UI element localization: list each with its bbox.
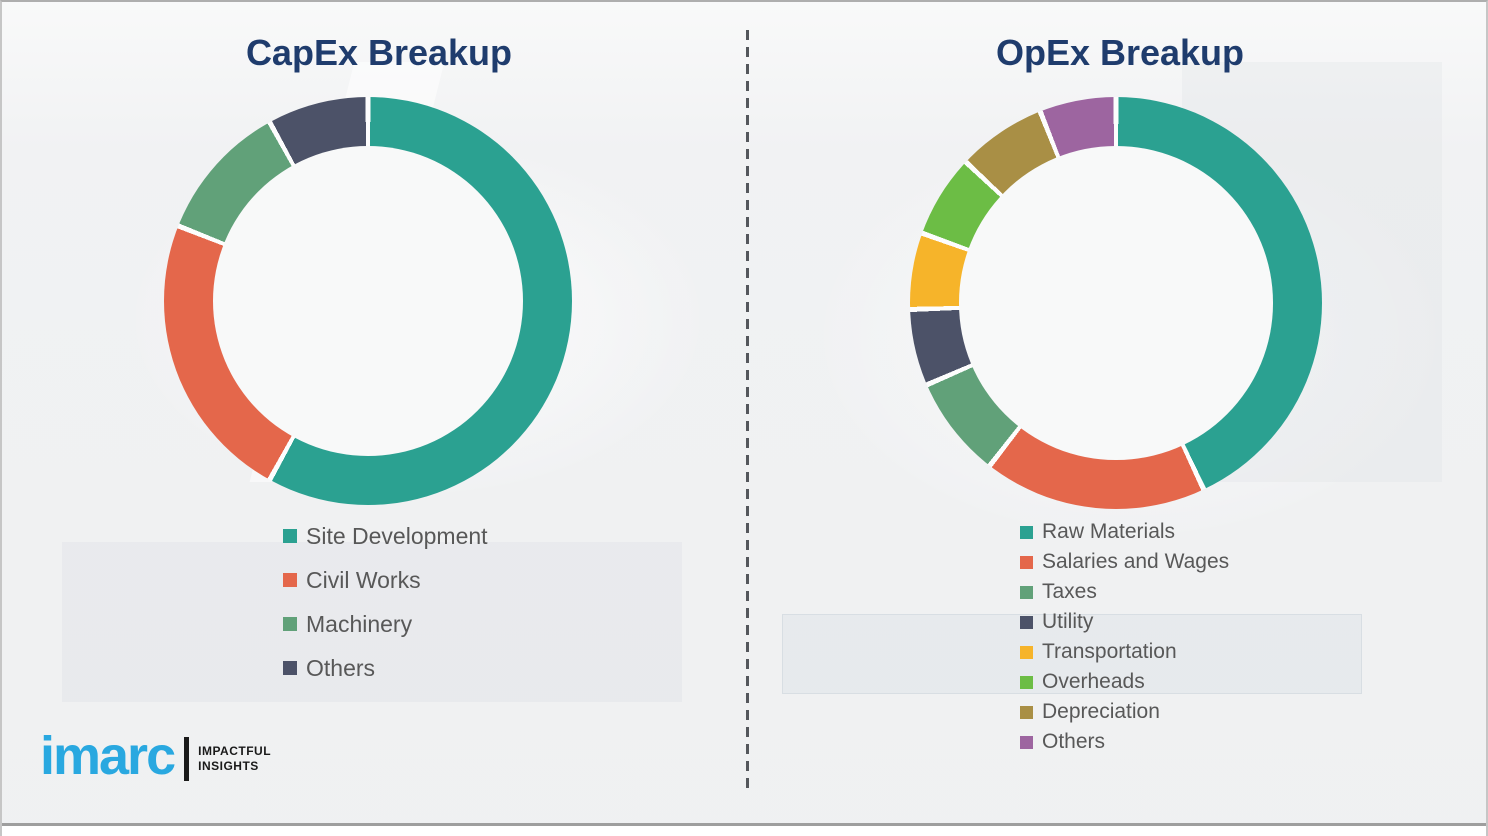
legend-label: Taxes [1042, 580, 1097, 603]
capex-donut-chart [164, 97, 572, 505]
opex-legend: Raw Materials Salaries and Wages Taxes Util… [1020, 517, 1229, 757]
legend-item: Others [283, 646, 488, 690]
legend-item: Transportation [1020, 637, 1229, 667]
legend-label: Civil Works [306, 566, 421, 593]
legend-label: Salaries and Wages [1042, 550, 1230, 573]
bottom-border-line [2, 823, 1486, 826]
legend-swatch [283, 617, 297, 631]
legend-item: Raw Materials [1020, 517, 1229, 547]
donut-hole [212, 145, 524, 457]
legend-label: Utility [1042, 610, 1094, 633]
legend-label: Site Development [306, 522, 488, 549]
donut-hole [959, 146, 1273, 460]
legend-label: Machinery [306, 610, 413, 637]
legend-swatch [1020, 735, 1033, 749]
legend-label: Depreciation [1042, 700, 1160, 723]
legend-swatch [283, 573, 297, 587]
logo-tagline: IMPACTFUL INSIGHTS [198, 744, 271, 774]
legend-item: Others [1020, 727, 1229, 757]
logo-divider-bar [184, 737, 190, 781]
legend-swatch [1020, 675, 1033, 689]
logo-tagline-line1: IMPACTFUL [198, 744, 272, 758]
imarc-logo: imarc IMPACTFUL INSIGHTS [40, 729, 271, 783]
capex-chart-title: CapEx Breakup [245, 32, 513, 73]
legend-item: Taxes [1020, 577, 1229, 607]
legend-swatch [283, 529, 297, 543]
legend-label: Overheads [1042, 670, 1145, 693]
legend-label: Others [1042, 730, 1106, 753]
imarc-logo-text: imarc [40, 726, 176, 786]
legend-item: Machinery [283, 602, 488, 646]
legend-item: Salaries and Wages [1020, 547, 1229, 577]
legend-swatch [1020, 615, 1033, 629]
legend-label: Transportation [1042, 640, 1177, 663]
bottom-white-strip [2, 826, 1486, 836]
legend-label: Others [306, 654, 376, 681]
legend-swatch [1020, 525, 1033, 539]
capex-legend: Site Development Civil Works Machinery Othe… [283, 514, 488, 690]
legend-swatch [1020, 555, 1033, 569]
legend-swatch [1020, 585, 1033, 599]
opex-chart-title: OpEx Breakup [995, 32, 1245, 73]
legend-swatch [283, 661, 297, 675]
legend-item: Civil Works [283, 558, 488, 602]
legend-label: Raw Materials [1042, 520, 1176, 543]
panel-divider-dashed-line [746, 30, 749, 792]
legend-item: Depreciation [1020, 697, 1229, 727]
legend-item: Utility [1020, 607, 1229, 637]
legend-swatch [1020, 705, 1033, 719]
legend-item: Overheads [1020, 667, 1229, 697]
legend-swatch [1020, 645, 1033, 659]
legend-item: Site Development [283, 514, 488, 558]
logo-tagline-line2: INSIGHTS [198, 759, 259, 773]
opex-donut-chart [910, 97, 1322, 509]
